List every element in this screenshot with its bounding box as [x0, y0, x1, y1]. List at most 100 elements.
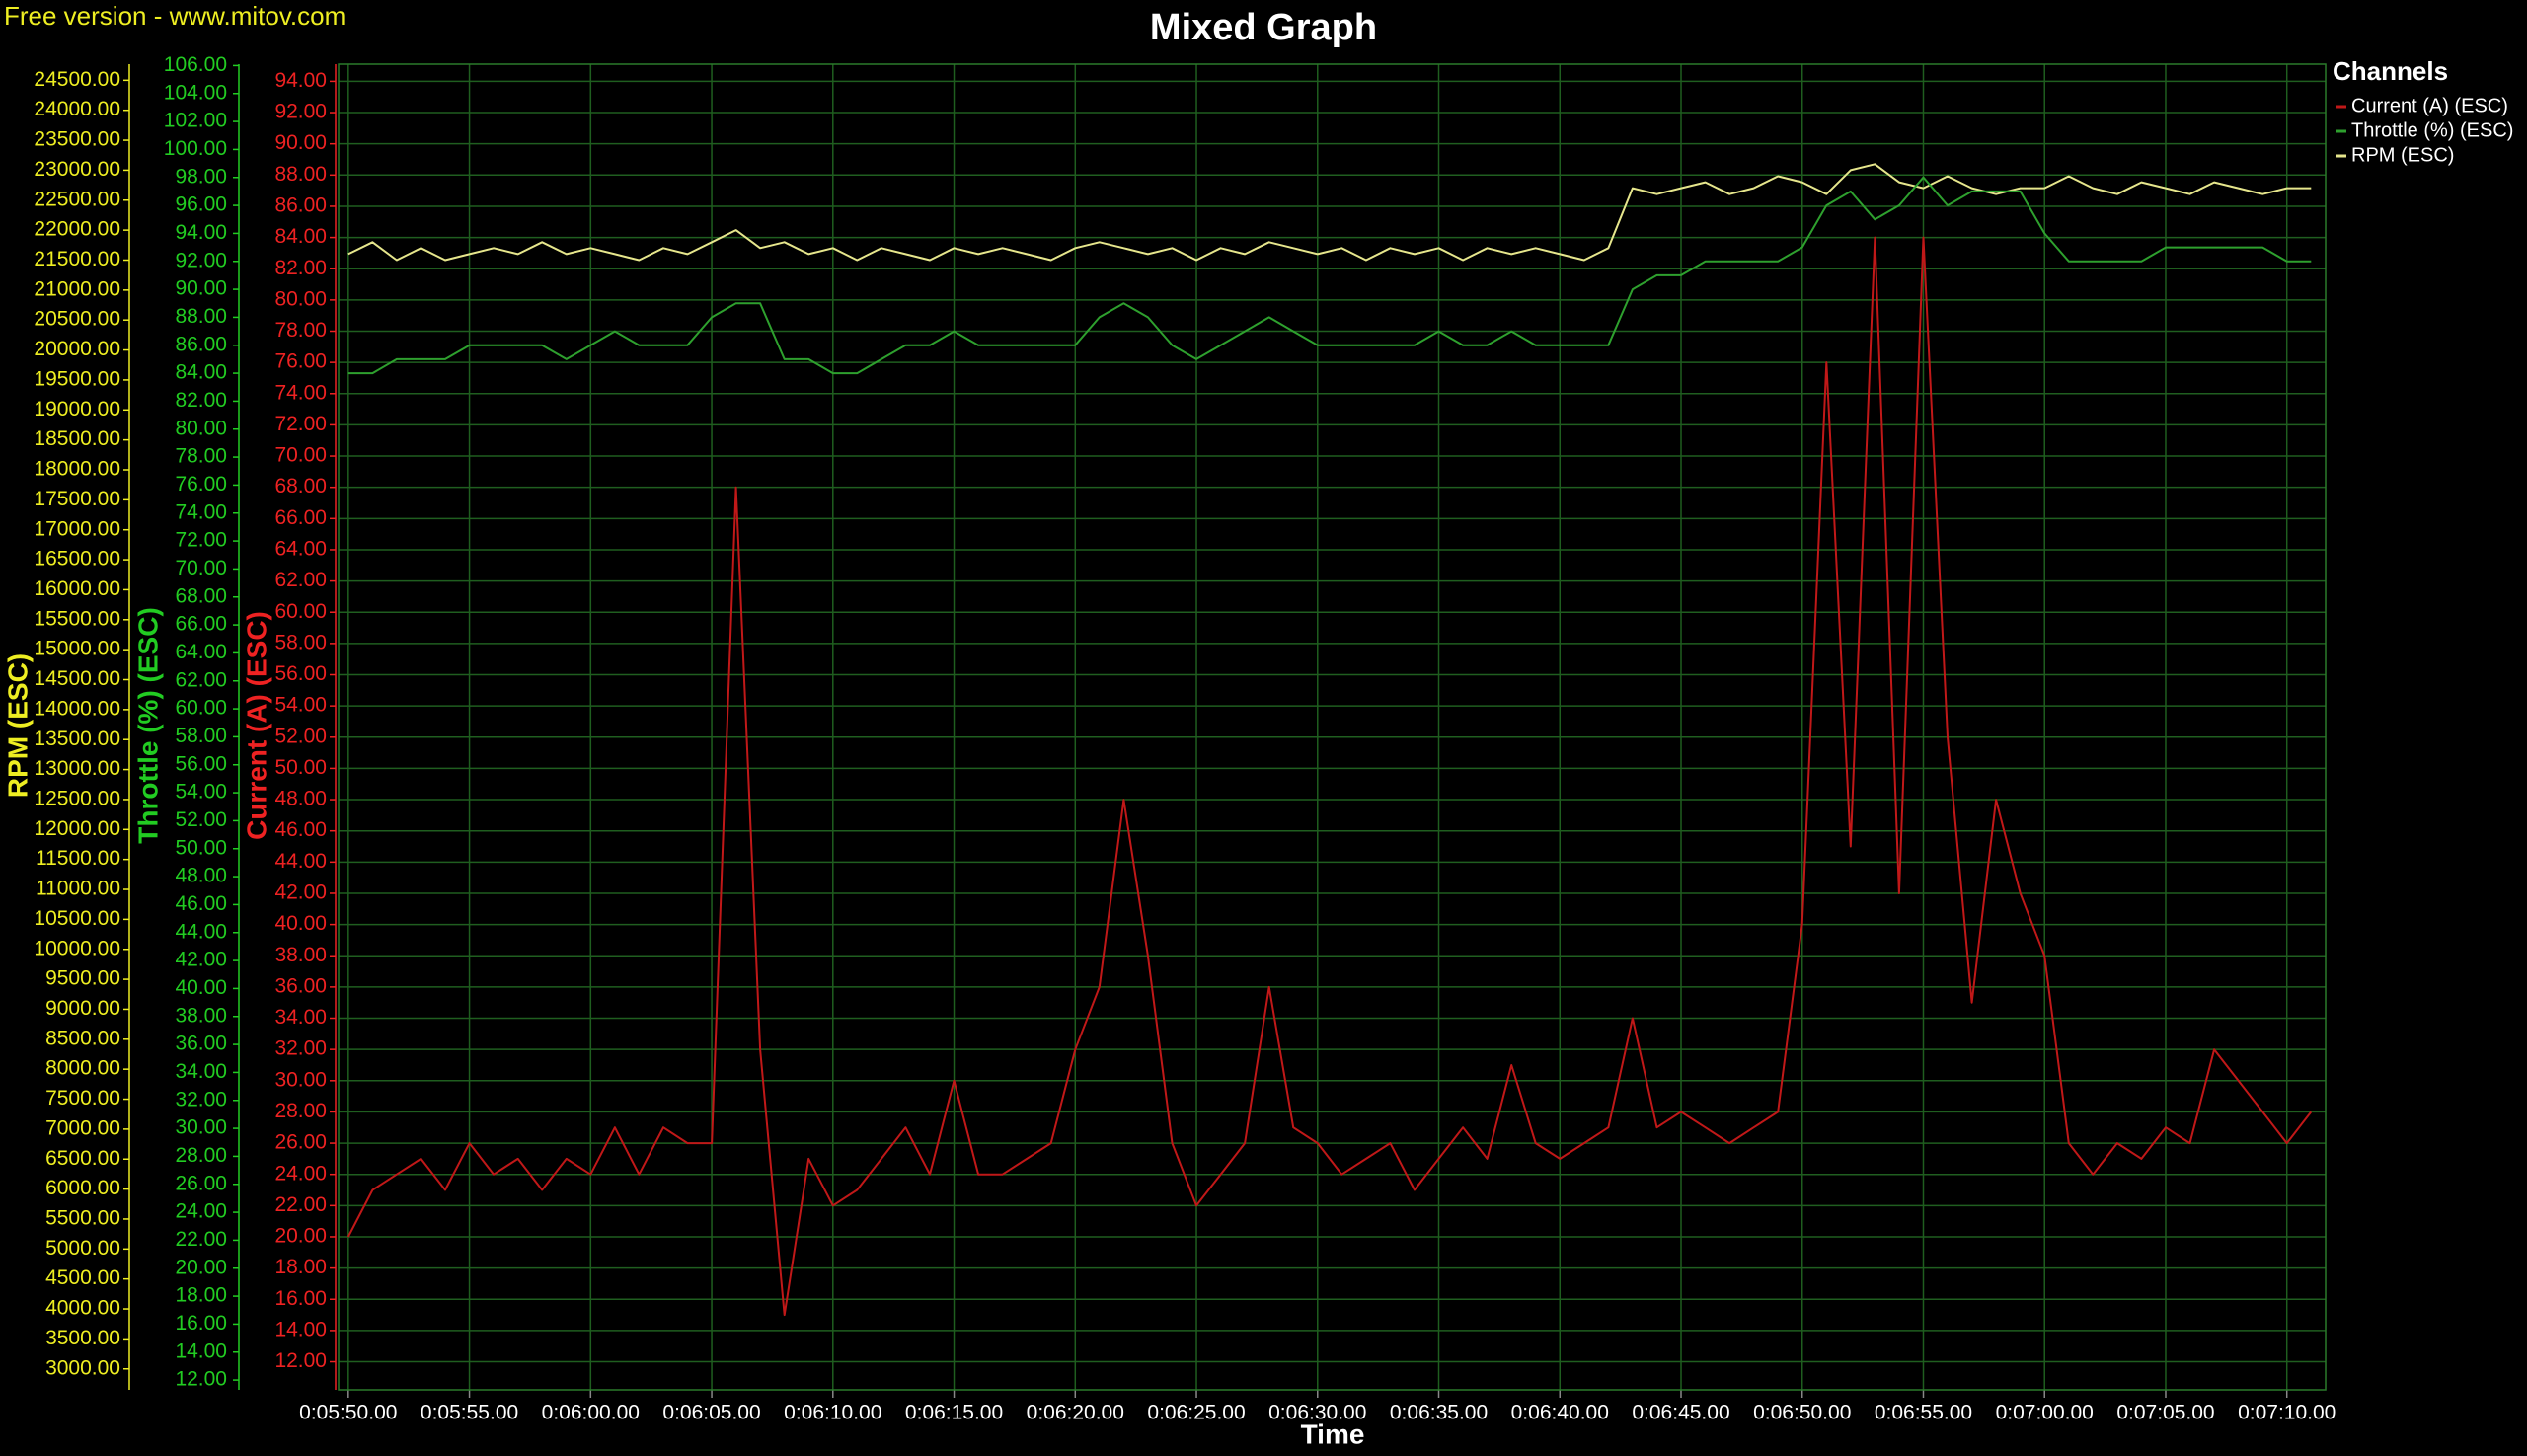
y-tick-label: 48.00: [175, 865, 227, 887]
chart-title: Mixed Graph: [1150, 7, 1377, 48]
x-tick-label: 0:06:45.00: [1632, 1402, 1729, 1424]
y-tick-label: 58.00: [175, 725, 227, 747]
x-tick-label: 0:06:20.00: [1027, 1402, 1124, 1424]
y-axis-title: RPM (ESC): [2, 653, 33, 798]
x-tick-label: 0:05:50.00: [299, 1402, 397, 1424]
legend-label: Throttle (%) (ESC): [2351, 119, 2513, 141]
y-tick-label: 64.00: [175, 641, 227, 663]
y-tick-label: 84.00: [175, 361, 227, 384]
y-tick-label: 18000.00: [34, 458, 120, 481]
y-tick-label: 78.00: [175, 445, 227, 468]
y-tick-label: 9500.00: [45, 967, 120, 990]
y-tick-label: 76.00: [274, 350, 327, 373]
y-tick-label: 3500.00: [45, 1327, 120, 1349]
y-tick-label: 68.00: [274, 475, 327, 498]
y-tick-label: 90.00: [274, 131, 327, 154]
y-tick-label: 24.00: [274, 1162, 327, 1185]
y-tick-label: 80.00: [175, 417, 227, 439]
y-tick-label: 74.00: [274, 381, 327, 404]
y-tick-label: 16000.00: [34, 577, 120, 600]
y-tick-label: 3000.00: [45, 1356, 120, 1379]
y-tick-label: 16.00: [175, 1312, 227, 1335]
y-tick-label: 19500.00: [34, 367, 120, 390]
y-tick-label: 102.00: [164, 110, 227, 132]
x-tick-label: 0:06:35.00: [1390, 1402, 1488, 1424]
y-tick-label: 20000.00: [34, 338, 120, 360]
y-tick-label: 23500.00: [34, 128, 120, 151]
y-tick-label: 86.00: [274, 193, 327, 216]
y-tick-label: 22.00: [175, 1228, 227, 1251]
plot-border: [338, 63, 2327, 1391]
y-tick-label: 10500.00: [34, 907, 120, 930]
y-tick-label: 44.00: [175, 920, 227, 943]
y-tick-label: 11500.00: [36, 847, 120, 870]
y-tick-label: 12500.00: [34, 787, 120, 809]
y-tick-label: 76.00: [175, 473, 227, 496]
y-tick-label: 50.00: [175, 836, 227, 859]
y-tick-label: 50.00: [274, 756, 327, 779]
x-tick-label: 0:06:10.00: [784, 1402, 881, 1424]
y-tick-label: 40.00: [175, 976, 227, 999]
x-tick-label: 0:06:40.00: [1511, 1402, 1609, 1424]
x-tick-label: 0:07:10.00: [2238, 1402, 2336, 1424]
y-tick-label: 36.00: [175, 1033, 227, 1055]
y-tick-label: 4500.00: [45, 1266, 120, 1289]
y-tick-label: 11000.00: [36, 878, 120, 900]
y-tick-label: 22000.00: [34, 218, 120, 241]
y-tick-label: 44.00: [274, 850, 327, 873]
y-tick-label: 13500.00: [34, 728, 120, 750]
x-tick-label: 0:06:15.00: [905, 1402, 1003, 1424]
y-tick-label: 82.00: [175, 389, 227, 412]
y-tick-label: 62.00: [274, 569, 327, 591]
x-tick-label: 0:06:05.00: [662, 1402, 760, 1424]
y-tick-label: 92.00: [175, 249, 227, 271]
legend-title: Channels: [2333, 56, 2448, 86]
y-tick-label: 62.00: [175, 668, 227, 691]
y-tick-label: 5500.00: [45, 1207, 120, 1230]
y-tick-label: 30.00: [274, 1068, 327, 1091]
y-tick-label: 28.00: [274, 1100, 327, 1122]
y-tick-label: 96.00: [175, 193, 227, 216]
y-tick-label: 60.00: [175, 697, 227, 720]
legend-label: RPM (ESC): [2351, 144, 2454, 166]
y-tick-label: 6500.00: [45, 1147, 120, 1170]
y-tick-label: 46.00: [274, 818, 327, 841]
y-tick-label: 48.00: [274, 788, 327, 810]
y-tick-label: 14.00: [274, 1318, 327, 1341]
y-tick-label: 22500.00: [34, 188, 120, 210]
y-tick-label: 68.00: [175, 584, 227, 607]
y-tick-label: 94.00: [274, 69, 327, 92]
y-tick-label: 56.00: [274, 662, 327, 685]
x-tick-label: 0:06:30.00: [1268, 1402, 1366, 1424]
y-tick-label: 42.00: [274, 881, 327, 904]
x-tick-label: 0:06:00.00: [542, 1402, 640, 1424]
y-tick-label: 56.00: [175, 752, 227, 775]
y-tick-label: 92.00: [274, 101, 327, 123]
y-tick-label: 52.00: [175, 808, 227, 831]
y-tick-label: 24.00: [175, 1200, 227, 1223]
watermark: Free version - www.mitov.com: [4, 1, 345, 31]
y-tick-label: 14500.00: [34, 667, 120, 690]
y-tick-label: 8500.00: [45, 1027, 120, 1049]
y-tick-label: 58.00: [274, 631, 327, 653]
y-tick-label: 13000.00: [34, 757, 120, 780]
y-tick-label: 24000.00: [34, 98, 120, 120]
y-axis-title: Current (A) (ESC): [241, 611, 271, 840]
y-tick-label: 38.00: [274, 944, 327, 966]
y-tick-label: 19000.00: [34, 398, 120, 421]
y-tick-label: 28.00: [175, 1144, 227, 1167]
y-tick-label: 4000.00: [45, 1297, 120, 1320]
y-tick-label: 74.00: [175, 500, 227, 523]
legend-label: Current (A) (ESC): [2351, 95, 2508, 116]
y-tick-label: 14000.00: [34, 697, 120, 720]
y-tick-label: 72.00: [175, 529, 227, 552]
y-tick-label: 15000.00: [34, 638, 120, 660]
y-tick-label: 78.00: [274, 319, 327, 342]
y-tick-label: 7500.00: [45, 1087, 120, 1110]
y-tick-label: 14.00: [175, 1340, 227, 1362]
y-tick-label: 22.00: [274, 1193, 327, 1216]
y-tick-label: 16.00: [274, 1287, 327, 1310]
y-tick-label: 20500.00: [34, 308, 120, 331]
